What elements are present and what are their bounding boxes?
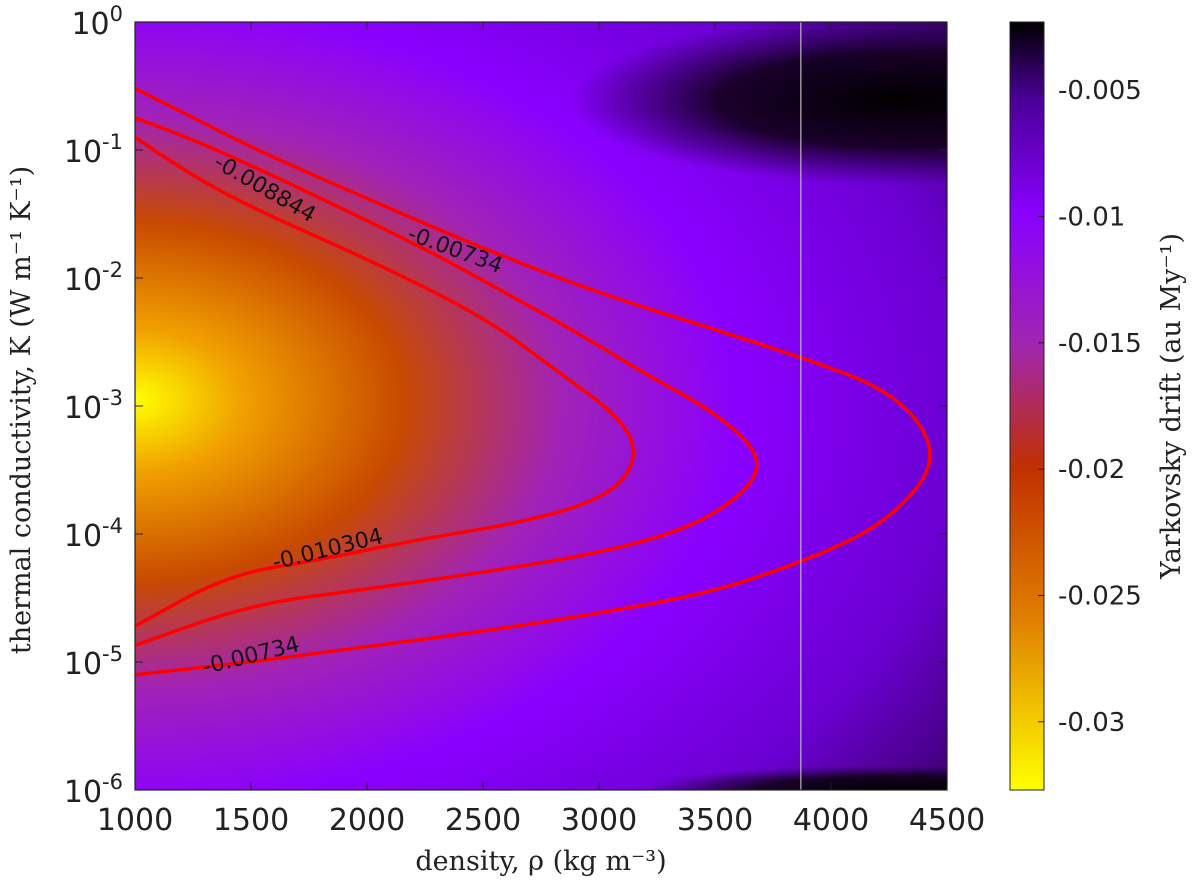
y-tick-label: 10-6 [64,770,123,810]
y-tick-label: 10-1 [64,130,123,170]
contour-lines [135,86,932,677]
y-tick-base: 10 [64,391,102,426]
y-tick-exponent: -3 [102,386,123,410]
colorbar-tick-label: -0.015 [1058,329,1142,359]
contour-line [135,135,636,628]
y-tick-exponent: -2 [102,258,123,282]
plot-area [135,22,947,790]
y-tick-exponent: -5 [102,642,123,666]
y-tick-base: 10 [64,775,102,810]
colorbar-tick-label: -0.025 [1058,581,1142,611]
y-tick-label: 10-2 [64,258,123,298]
x-axis-label: density, ρ (kg m⁻³) [415,846,666,877]
y-tick-base: 10 [64,135,102,170]
x-axis-ticks: 1000 1500 2000 2500 3000 3500 4000 4500 [97,22,985,838]
colorbar-ticks: -0.005 -0.01 -0.015 -0.02 -0.025 -0.03 [1038,76,1142,738]
y-tick-exponent: -6 [102,770,123,794]
x-tick-label: 4000 [793,803,869,838]
colorbar-tick-label: -0.03 [1058,708,1125,738]
colorbar-tick-label: -0.01 [1058,203,1125,233]
heatmap-dark-region-bottom [640,765,947,790]
x-tick-label: 2000 [329,803,405,838]
y-tick-label: 10-5 [64,642,123,682]
y-tick-label: 10-3 [64,386,123,426]
colorbar-tick-label: -0.005 [1058,76,1142,106]
y-axis-label: thermal conductivity, K (W m⁻¹ K⁻¹) [6,166,37,654]
x-tick-label: 4500 [909,803,985,838]
y-tick-base: 10 [64,519,102,554]
y-tick-base: 10 [64,647,102,682]
y-tick-label: 10-4 [64,514,123,554]
x-tick-label: 2500 [445,803,521,838]
y-tick-base: 10 [71,7,109,42]
contour-line [135,86,932,677]
y-tick-label: 100 [71,2,123,42]
heatmap-dark-region-top [570,22,947,185]
x-tick-label: 1500 [213,803,289,838]
y-tick-exponent: -1 [102,130,123,154]
y-tick-base: 10 [64,263,102,298]
colorbar-tick-label: -0.02 [1058,455,1125,485]
x-tick-label: 3500 [677,803,753,838]
x-tick-label: 1000 [97,803,173,838]
x-tick-label: 3000 [561,803,637,838]
contour-line [135,116,759,648]
y-tick-exponent: 0 [110,2,123,26]
colorbar-label: Yarkovsky drift (au My⁻¹) [1156,233,1187,580]
y-tick-exponent: -4 [102,514,123,538]
colorbar [1009,21,1045,791]
